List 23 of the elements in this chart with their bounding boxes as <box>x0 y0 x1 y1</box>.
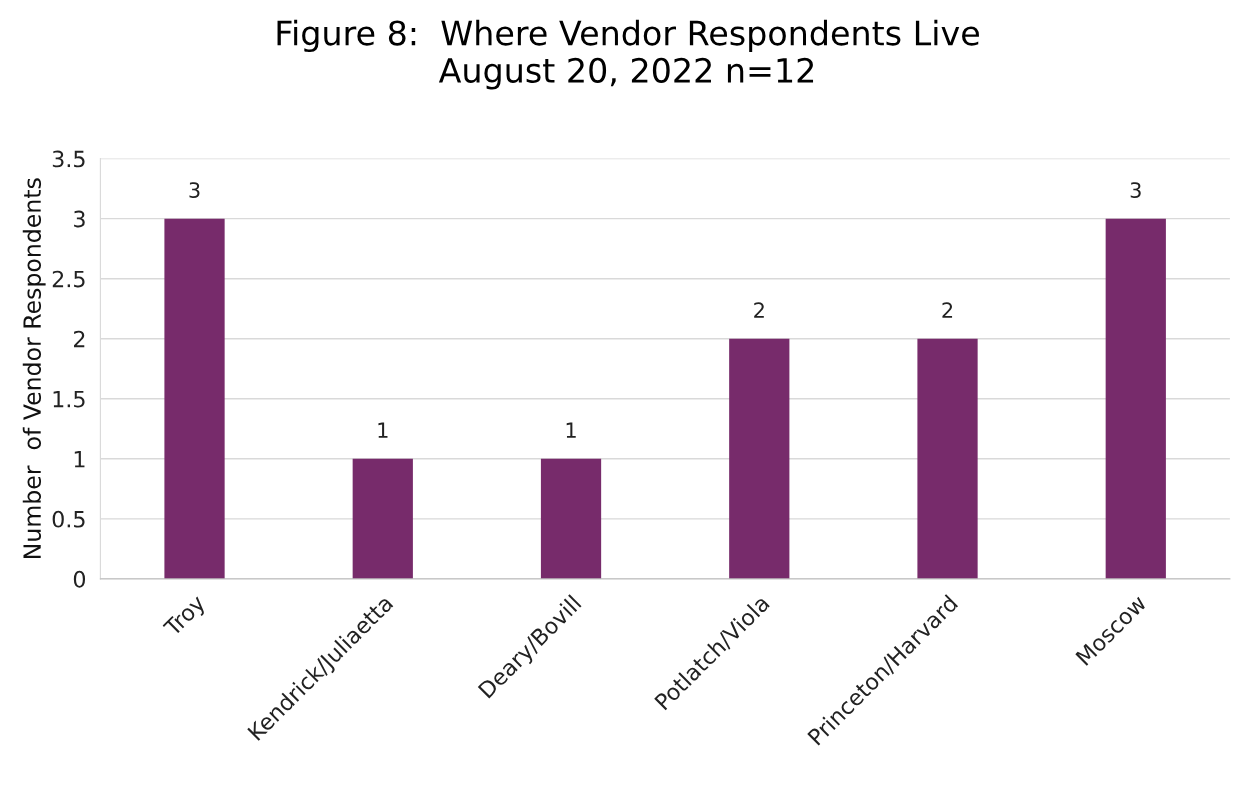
data-label: 1 <box>378 422 388 438</box>
y-tick-label: 2 <box>74 330 85 348</box>
y-tick-label: 1.5 <box>53 391 85 408</box>
y-tick-label: 2.5 <box>52 270 85 288</box>
bar <box>1105 218 1166 579</box>
y-tick-label: 3 <box>74 210 85 228</box>
bar <box>352 458 413 579</box>
y-tick-label: 1 <box>74 451 85 468</box>
bar <box>917 338 978 579</box>
bar <box>540 458 602 579</box>
x-tick-label: Troy <box>162 593 210 641</box>
data-label: 2 <box>942 302 953 318</box>
y-tick-label: 0 <box>73 570 86 588</box>
data-label: 3 <box>1130 182 1141 198</box>
data-label: 3 <box>189 182 200 198</box>
chart-title: Figure 8: Where Vendor Respondents Live August 20, 2022 n=12 <box>277 19 979 90</box>
bar <box>164 218 225 579</box>
bar <box>729 338 790 579</box>
data-label: 2 <box>754 302 764 318</box>
y-tick-label: 0.5 <box>52 510 85 528</box>
y-axis-title: Number of Vendor Respondents <box>22 178 46 559</box>
y-tick-label: 3.5 <box>52 150 85 168</box>
data-label: 1 <box>566 422 576 438</box>
